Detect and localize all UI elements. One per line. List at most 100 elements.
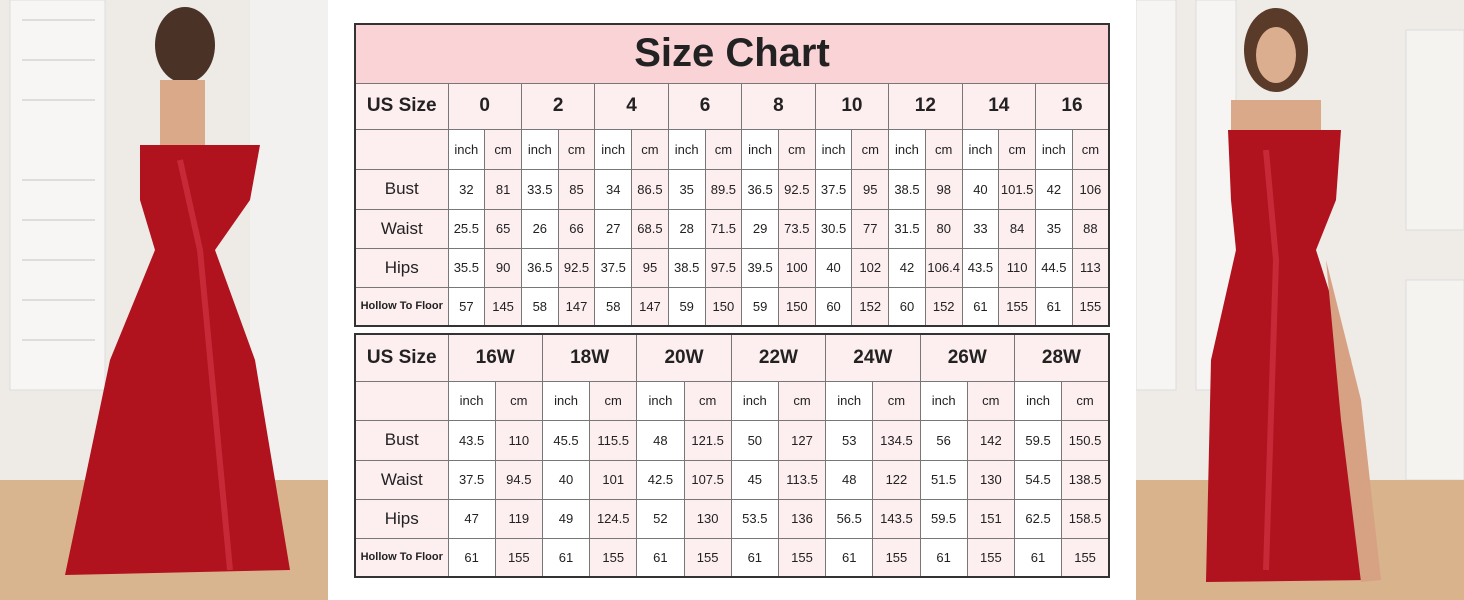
inch-value-cell: 32 — [447, 168, 486, 210]
us-size-label: US Size — [354, 333, 449, 382]
cm-value-cell: 127 — [777, 419, 827, 461]
unit-cm-header: cm — [966, 380, 1015, 421]
model-photo-front-view — [1136, 0, 1464, 600]
inch-value-cell: 38.5 — [888, 168, 926, 210]
inch-value-cell: 50 — [730, 419, 779, 461]
unit-inch-header: inch — [888, 128, 926, 170]
cm-value-cell: 155 — [998, 286, 1036, 327]
unit-cm-header: cm — [494, 380, 543, 421]
size-header: 18W — [541, 333, 638, 382]
measurement-row: Waist 37.5 94.5 40 101 42.5 107.5 45 113.5 48 122 5… — [354, 459, 1110, 500]
unit-cm-header: cm — [777, 128, 816, 170]
size-chart-regular-table: Size Chart US Size 0 2 4 6 8 10 12 14 16 inch cm inch… — [354, 23, 1110, 327]
cm-value-cell: 152 — [851, 286, 890, 327]
inch-value-cell: 40 — [814, 247, 853, 288]
cm-value-cell: 94.5 — [494, 459, 543, 500]
model-photo-back-view — [0, 0, 328, 600]
cm-value-cell: 65 — [484, 208, 522, 249]
size-header: 6 — [667, 82, 743, 130]
unit-cm-header: cm — [557, 128, 596, 170]
cm-value-cell: 66 — [557, 208, 596, 249]
cm-value-cell: 80 — [924, 208, 963, 249]
unit-inch-header: inch — [520, 128, 559, 170]
cm-value-cell: 151 — [966, 498, 1015, 539]
size-chart-plus-table: US Size 16W 18W 20W 22W 24W 26W 28W inch cm inch cm… — [354, 333, 1110, 578]
cm-value-cell: 145 — [484, 286, 522, 327]
size-header: 14 — [961, 82, 1037, 130]
inch-value-cell: 44.5 — [1035, 247, 1073, 288]
unit-inch-header: inch — [741, 128, 779, 170]
inch-value-cell: 58 — [594, 286, 633, 327]
cm-value-cell: 101 — [589, 459, 638, 500]
inch-value-cell: 42.5 — [636, 459, 685, 500]
measurement-row: Bust 43.5 110 45.5 115.5 48 121.5 50 127 53 134.5 5… — [354, 419, 1110, 461]
cm-value-cell: 88 — [1071, 208, 1110, 249]
unit-inch-header: inch — [814, 128, 853, 170]
size-header: 0 — [447, 82, 522, 130]
inch-value-cell: 34 — [594, 168, 633, 210]
cm-value-cell: 113 — [1071, 247, 1110, 288]
unit-cm-header: cm — [777, 380, 827, 421]
inch-value-cell: 59 — [741, 286, 779, 327]
measurement-row: Hips 47 119 49 124.5 52 130 53.5 136 56.5 143.5 59.… — [354, 498, 1110, 539]
inch-value-cell: 37.5 — [594, 247, 633, 288]
measurement-row: Hollow To Floor 61 155 61 155 61 155 61 155 61 155… — [354, 537, 1110, 578]
unit-inch-header: inch — [594, 128, 633, 170]
cm-value-cell: 106 — [1071, 168, 1110, 210]
inch-value-cell: 26 — [520, 208, 559, 249]
cm-value-cell: 110 — [494, 419, 543, 461]
inch-value-cell: 42 — [1035, 168, 1073, 210]
size-header: 16 — [1035, 82, 1110, 130]
cm-value-cell: 124.5 — [589, 498, 638, 539]
inch-value-cell: 61 — [636, 537, 685, 578]
unit-inch-header: inch — [825, 380, 874, 421]
cm-value-cell: 147 — [557, 286, 596, 327]
cm-value-cell: 115.5 — [589, 419, 638, 461]
unit-cm-header: cm — [872, 380, 921, 421]
inch-value-cell: 35 — [667, 168, 706, 210]
title-row: Size Chart — [354, 23, 1110, 84]
cm-value-cell: 142 — [966, 419, 1015, 461]
size-header: 20W — [636, 333, 732, 382]
inch-value-cell: 40 — [961, 168, 1000, 210]
inch-value-cell: 35.5 — [447, 247, 486, 288]
inch-value-cell: 48 — [636, 419, 685, 461]
row-label: Bust — [354, 168, 449, 210]
cm-value-cell: 143.5 — [872, 498, 921, 539]
size-header-row: US Size 0 2 4 6 8 10 12 14 16 — [354, 82, 1110, 130]
cm-value-cell: 130 — [683, 498, 732, 539]
inch-value-cell: 61 — [447, 537, 496, 578]
cm-value-cell: 89.5 — [704, 168, 743, 210]
row-label: Hollow To Floor — [354, 537, 449, 578]
row-label: Waist — [354, 459, 449, 500]
size-header: 28W — [1013, 333, 1110, 382]
cm-value-cell: 158.5 — [1061, 498, 1110, 539]
cm-value-cell: 152 — [924, 286, 963, 327]
unit-cm-header: cm — [998, 128, 1036, 170]
inch-value-cell: 43.5 — [961, 247, 1000, 288]
inch-value-cell: 36.5 — [520, 247, 559, 288]
inch-value-cell: 51.5 — [919, 459, 968, 500]
inch-value-cell: 53 — [825, 419, 874, 461]
inch-value-cell: 33.5 — [520, 168, 559, 210]
unit-inch-header: inch — [919, 380, 968, 421]
cm-value-cell: 130 — [966, 459, 1015, 500]
cm-value-cell: 102 — [851, 247, 890, 288]
inch-value-cell: 61 — [541, 537, 591, 578]
measurement-row: Waist 25.5 65 26 66 27 68.5 28 71.5 29 73.5 30.5 77 3… — [354, 208, 1110, 249]
inch-value-cell: 31.5 — [888, 208, 926, 249]
inch-value-cell: 57 — [447, 286, 486, 327]
cm-value-cell: 155 — [589, 537, 638, 578]
unit-cm-header: cm — [851, 128, 890, 170]
cm-value-cell: 110 — [998, 247, 1036, 288]
inch-value-cell: 61 — [1013, 537, 1063, 578]
inch-value-cell: 29 — [741, 208, 779, 249]
unit-cm-header: cm — [631, 128, 669, 170]
row-label: Waist — [354, 208, 449, 249]
cm-value-cell: 95 — [851, 168, 890, 210]
inch-value-cell: 61 — [919, 537, 968, 578]
inch-value-cell: 53.5 — [730, 498, 779, 539]
inch-value-cell: 40 — [541, 459, 591, 500]
unit-cm-header: cm — [683, 380, 732, 421]
cm-value-cell: 85 — [557, 168, 596, 210]
